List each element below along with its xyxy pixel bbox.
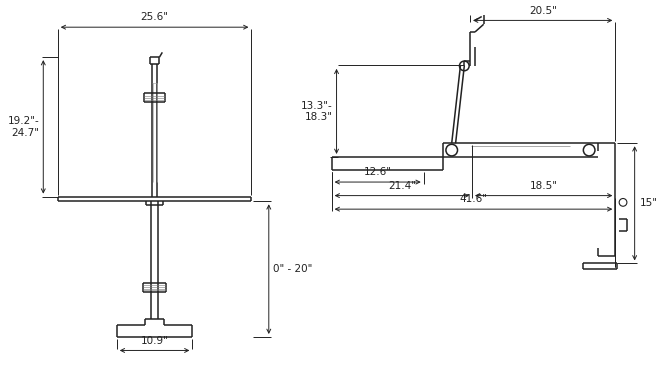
Text: 18.5": 18.5"	[530, 181, 558, 191]
Text: 25.6": 25.6"	[141, 13, 168, 22]
Text: 21.4": 21.4"	[388, 181, 416, 191]
Text: 41.6": 41.6"	[459, 194, 488, 204]
Text: 20.5": 20.5"	[529, 6, 556, 15]
Text: 10.9": 10.9"	[141, 336, 168, 346]
Text: 13.3"-
18.3": 13.3"- 18.3"	[301, 100, 333, 122]
Text: 19.2"-
24.7": 19.2"- 24.7"	[8, 116, 40, 138]
Text: 15": 15"	[640, 198, 657, 208]
Text: 0" - 20": 0" - 20"	[273, 264, 312, 274]
Text: 12.6": 12.6"	[364, 167, 391, 177]
